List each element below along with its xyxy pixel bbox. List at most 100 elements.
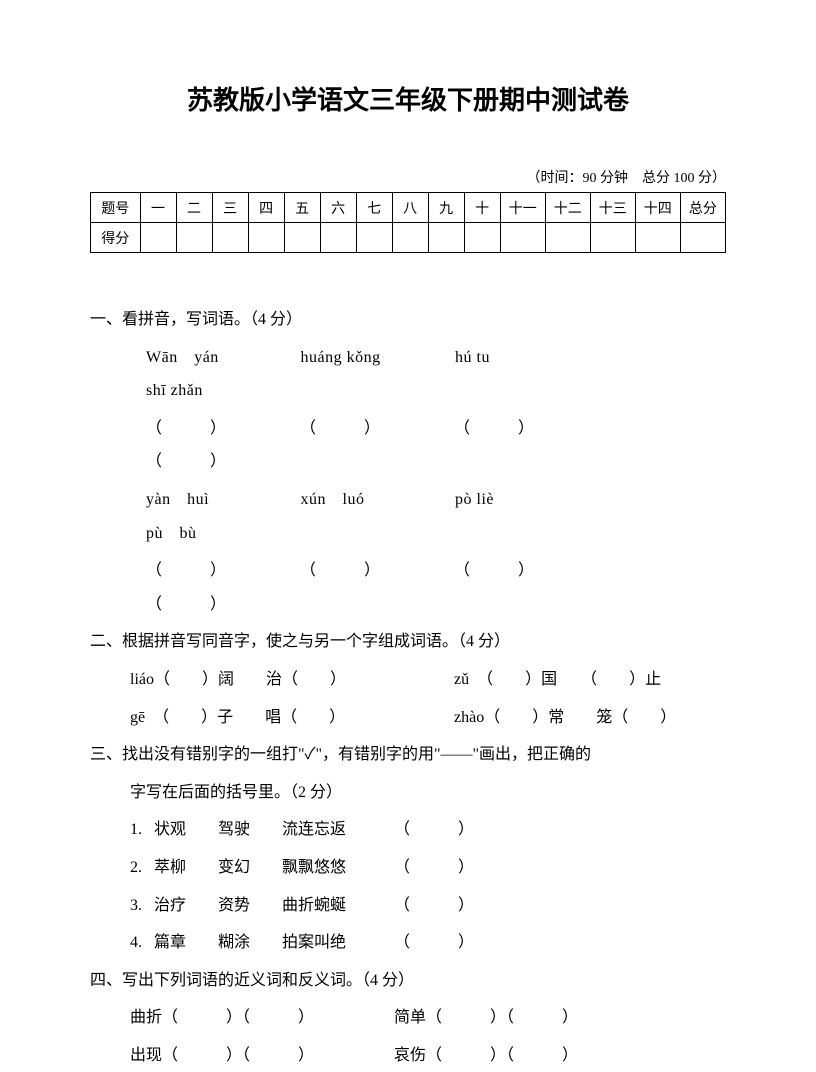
score-table: 题号 一 二 三 四 五 六 七 八 九 十 十一 十二 十三 十四 总分 得分 — [90, 192, 726, 253]
q1-pinyin-row-2: yàn huì xún luó pò liè pù bù — [90, 483, 726, 550]
score-cell — [248, 223, 284, 253]
score-label: 得分 — [91, 223, 141, 253]
page-title: 苏教版小学语文三年级下册期中测试卷 — [90, 80, 726, 117]
col-12: 十二 — [545, 193, 590, 223]
q4-row-2: 出现（ ）（ ） 哀伤（ ）（ ） — [90, 1039, 726, 1072]
pinyin-item: huáng kǒng — [301, 341, 451, 375]
score-cell — [320, 223, 356, 253]
word-a: 萃柳 — [154, 851, 218, 885]
col-10: 十 — [464, 193, 500, 223]
item-num: 4. — [130, 926, 154, 960]
q2-pinyin: gē — [130, 709, 145, 726]
col-total: 总分 — [680, 193, 725, 223]
q2-text: （ ）常 笼（ ） — [484, 709, 676, 726]
col-7: 七 — [356, 193, 392, 223]
pinyin-item: shī zhǎn — [146, 374, 296, 408]
answer-blank: （ ） — [394, 821, 474, 838]
q4-head: 四、写出下列词语的近义词和反义词。（4 分） — [90, 964, 726, 998]
score-cell — [590, 223, 635, 253]
col-9: 九 — [428, 193, 464, 223]
answer-blank: （ ） — [394, 859, 474, 876]
q2-item: gē （ ）子 唱（ ） — [130, 701, 450, 735]
col-11: 十一 — [500, 193, 545, 223]
q1-answer-row-1: （ ） （ ） （ ） （ ） — [90, 412, 726, 479]
score-cell — [500, 223, 545, 253]
q2-head: 二、根据拼音写同音字，使之与另一个字组成词语。（4 分） — [90, 625, 726, 659]
word-b: 变幻 — [218, 851, 282, 885]
col-6: 六 — [320, 193, 356, 223]
word-b: 资势 — [218, 889, 282, 923]
q3-item-4: 4.篇章糊涂拍案叫绝（ ） — [90, 926, 726, 960]
table-score-row: 得分 — [91, 223, 726, 253]
q3-head-line1: 三、找出没有错别字的一组打"✓"，有错别字的用"——"画出，把正确的 — [90, 738, 726, 772]
q4-item: 哀伤（ ）（ ） — [394, 1039, 654, 1072]
col-14: 十四 — [635, 193, 680, 223]
pinyin-item: pò liè — [455, 483, 605, 517]
q3-item-2: 2.萃柳变幻飘飘悠悠（ ） — [90, 851, 726, 885]
word-c: 飘飘悠悠 — [282, 851, 394, 885]
col-1: 一 — [140, 193, 176, 223]
score-cell — [140, 223, 176, 253]
q3-item-1: 1.状观驾驶流连忘返（ ） — [90, 813, 726, 847]
time-score-meta: （时间：90 分钟 总分 100 分） — [90, 167, 726, 187]
word-c: 流连忘返 — [282, 813, 394, 847]
score-cell — [212, 223, 248, 253]
q2-item: liáo（ ）阔 治（ ） — [130, 663, 450, 697]
col-13: 十三 — [590, 193, 635, 223]
q2-pinyin: zhào — [454, 709, 484, 726]
pinyin-item: Wān yán — [146, 341, 296, 375]
col-4: 四 — [248, 193, 284, 223]
q2-pinyin: zǔ — [454, 671, 469, 688]
q3-head-line2: 字写在后面的括号里。（2 分） — [90, 776, 726, 810]
pinyin-item: yàn huì — [146, 483, 296, 517]
answer-blank: （ ） — [300, 412, 450, 446]
word-b: 糊涂 — [218, 926, 282, 960]
answer-blank: （ ） — [454, 412, 604, 446]
answer-blank: （ ） — [394, 934, 474, 951]
pinyin-item: pù bù — [146, 517, 296, 551]
score-cell — [356, 223, 392, 253]
score-cell — [680, 223, 725, 253]
col-3: 三 — [212, 193, 248, 223]
score-cell — [176, 223, 212, 253]
col-8: 八 — [392, 193, 428, 223]
q2-row-1: liáo（ ）阔 治（ ） zǔ （ ）国 （ ）止 — [90, 663, 726, 697]
score-cell — [392, 223, 428, 253]
q2-text: （ ）阔 治（ ） — [154, 671, 346, 688]
q4-item: 曲折（ ）（ ） — [130, 1001, 390, 1035]
q4-row-1: 曲折（ ）（ ） 简单（ ）（ ） — [90, 1001, 726, 1035]
col-2: 二 — [176, 193, 212, 223]
score-cell — [284, 223, 320, 253]
q4-item: 出现（ ）（ ） — [130, 1039, 390, 1072]
table-header-row: 题号 一 二 三 四 五 六 七 八 九 十 十一 十二 十三 十四 总分 — [91, 193, 726, 223]
score-cell — [635, 223, 680, 253]
score-cell — [428, 223, 464, 253]
score-cell — [545, 223, 590, 253]
score-cell — [464, 223, 500, 253]
word-a: 状观 — [154, 813, 218, 847]
q3-item-3: 3.治疗资势曲折蜿蜒（ ） — [90, 889, 726, 923]
answer-blank: （ ） — [146, 588, 296, 622]
header-label: 题号 — [91, 193, 141, 223]
q1-pinyin-row-1: Wān yán huáng kǒng hú tu shī zhǎn — [90, 341, 726, 408]
pinyin-item: hú tu — [455, 341, 605, 375]
pinyin-item: xún luó — [301, 483, 451, 517]
item-num: 3. — [130, 889, 154, 923]
q2-text: （ ）子 唱（ ） — [161, 709, 345, 726]
word-c: 拍案叫绝 — [282, 926, 394, 960]
answer-blank: （ ） — [146, 412, 296, 446]
q1-head: 一、看拼音，写词语。（4 分） — [90, 303, 726, 337]
answer-blank: （ ） — [394, 897, 474, 914]
word-c: 曲折蜿蜒 — [282, 889, 394, 923]
q2-item: zǔ （ ）国 （ ）止 — [454, 663, 661, 697]
q2-row-2: gē （ ）子 唱（ ） zhào（ ）常 笼（ ） — [90, 701, 726, 735]
answer-blank: （ ） — [300, 554, 450, 588]
q1-answer-row-2: （ ） （ ） （ ） （ ） — [90, 554, 726, 621]
q2-text: （ ）国 （ ）止 — [485, 671, 661, 688]
q2-pinyin: liáo — [130, 671, 154, 688]
word-a: 篇章 — [154, 926, 218, 960]
col-5: 五 — [284, 193, 320, 223]
q2-item: zhào（ ）常 笼（ ） — [454, 701, 676, 735]
word-a: 治疗 — [154, 889, 218, 923]
item-num: 1. — [130, 813, 154, 847]
